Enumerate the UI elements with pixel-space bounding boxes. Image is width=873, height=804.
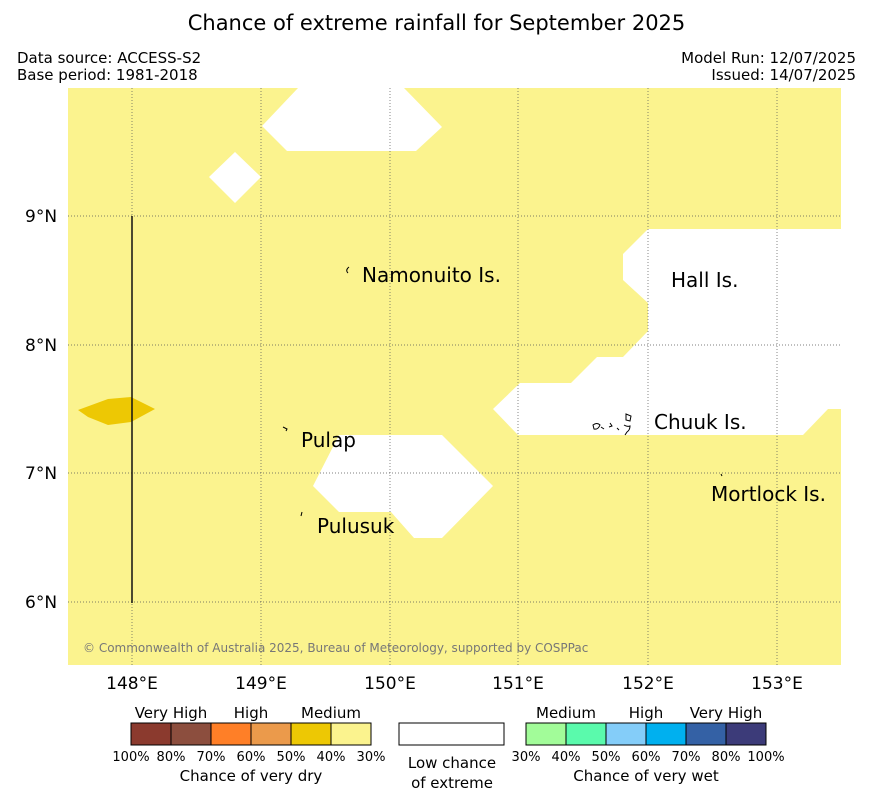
legend-swatch — [645, 722, 687, 746]
model-run: Model Run: 12/07/2025 — [681, 49, 856, 67]
lon-label: 150°E — [364, 674, 416, 694]
wet-swatches — [525, 722, 767, 746]
page-title: Chance of extreme rainfall for September… — [187, 11, 686, 35]
dry-swatches — [130, 722, 372, 746]
legend-swatch — [290, 722, 332, 746]
legend-tick: 30% — [357, 750, 386, 765]
legend-low-line2: of extreme — [411, 774, 493, 792]
legend-header: High — [629, 704, 663, 722]
place-label: Pulusuk — [317, 514, 395, 538]
legend-low: Low chance of extreme — [398, 722, 505, 792]
legend-tick: 40% — [317, 750, 346, 765]
legend-header: High — [234, 704, 268, 722]
pulusuk-coast — [300, 511, 303, 517]
low-chance-region-diamond — [209, 152, 261, 203]
legend-header: Medium — [536, 704, 596, 722]
wet-ticks: 30% 40% 50% 60% 70% 80% 100% — [512, 750, 785, 765]
legend-tick: 100% — [112, 750, 149, 765]
base-period: Base period: 1981-2018 — [17, 66, 198, 84]
lat-label: 8°N — [25, 336, 57, 356]
lon-label: 148°E — [106, 674, 158, 694]
place-label: Hall Is. — [671, 268, 738, 292]
meta-right: Model Run: 12/07/2025 Issued: 14/07/2025 — [681, 50, 856, 84]
coastlines — [282, 266, 723, 517]
legend-header: Very High — [135, 704, 208, 722]
legend-tick: 70% — [672, 750, 701, 765]
legend-tick: 100% — [747, 750, 784, 765]
lat-label: 6°N — [25, 593, 57, 613]
legend-tick: 30% — [512, 750, 541, 765]
low-chance-region-south — [313, 435, 493, 538]
dry-40-50-region — [78, 397, 155, 425]
legend-tick: 50% — [592, 750, 621, 765]
legend-tick: 60% — [632, 750, 661, 765]
legend-tick: 50% — [277, 750, 306, 765]
legend-header: Medium — [301, 704, 361, 722]
namonuito-coast — [346, 266, 350, 274]
copyright: © Commonwealth of Australia 2025, Bureau… — [83, 641, 588, 655]
lon-label: 149°E — [235, 674, 287, 694]
legend-swatch — [565, 722, 607, 746]
legend-swatch — [130, 722, 172, 746]
legend-swatch — [685, 722, 727, 746]
legend-low-line1: Low chance — [408, 754, 496, 772]
legend-swatch — [250, 722, 292, 746]
lon-label: 153°E — [751, 674, 803, 694]
place-label: Chuuk Is. — [654, 410, 747, 434]
legend-tick: 40% — [552, 750, 581, 765]
legend-swatch — [525, 722, 567, 746]
lat-axis: 9°N 8°N 7°N 6°N — [25, 207, 57, 613]
place-label: Pulap — [301, 428, 356, 452]
low-chance-region-east — [493, 229, 841, 435]
legend-swatch — [605, 722, 647, 746]
lat-label: 7°N — [25, 464, 57, 484]
lon-label: 151°E — [492, 674, 544, 694]
legend-caption-dry: Chance of very dry — [180, 767, 323, 785]
legend-tick: 80% — [157, 750, 186, 765]
meta-left: Data source: ACCESS-S2 Base period: 1981… — [17, 50, 201, 84]
low-chance-region-north — [262, 88, 442, 151]
legend-wet: Medium High Very High 30% 40% 50% 60% 70% 80%… — [512, 704, 785, 785]
legend-tick: 70% — [197, 750, 226, 765]
data-source: Data source: ACCESS-S2 — [17, 49, 202, 67]
legend-swatch — [210, 722, 252, 746]
legend-swatch — [330, 722, 372, 746]
legend-tick: 60% — [237, 750, 266, 765]
issued-date: Issued: 14/07/2025 — [711, 66, 856, 84]
legend-caption-wet: Chance of very wet — [573, 767, 719, 785]
dry-ticks: 100% 80% 70% 60% 50% 40% 30% — [112, 750, 385, 765]
chuuk-coast — [592, 413, 632, 436]
pulap-coast — [282, 426, 288, 432]
low-chance-swatch — [398, 722, 505, 746]
legend-header: Very High — [690, 704, 763, 722]
mortlock-coast — [720, 473, 723, 477]
lon-axis: 148°E 149°E 150°E 151°E 152°E 153°E — [106, 674, 803, 694]
place-label: Namonuito Is. — [362, 263, 501, 287]
map-panel[interactable]: Namonuito Is. Hall Is. Pulap Chuuk Is. P… — [68, 88, 841, 665]
lat-label: 9°N — [25, 207, 57, 227]
legend-tick: 80% — [712, 750, 741, 765]
legend-swatch — [725, 722, 767, 746]
place-label: Mortlock Is. — [711, 482, 826, 506]
lon-label: 152°E — [622, 674, 674, 694]
legend-dry: Very High High Medium 100% 80% 70% 60% 50% 40… — [112, 704, 385, 785]
legend-swatch — [170, 722, 212, 746]
